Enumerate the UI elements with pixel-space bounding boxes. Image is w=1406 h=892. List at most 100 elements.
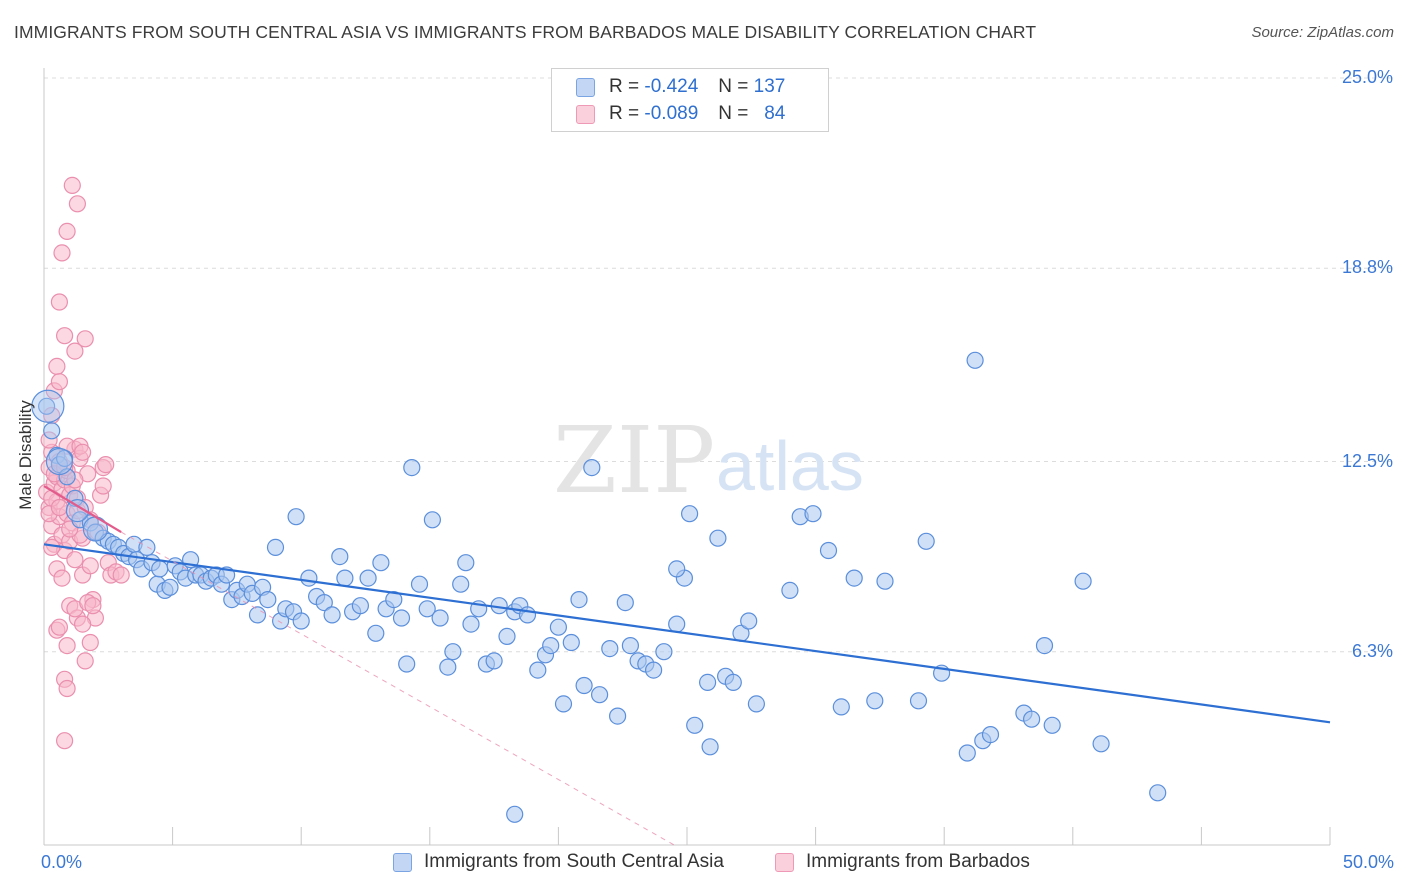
data-point-south-central-asia (621, 636, 640, 655)
data-point-south-central-asia (845, 569, 863, 587)
legend-n-value: 137 (753, 76, 786, 97)
axes (43, 68, 1331, 846)
data-point-south-central-asia (590, 686, 609, 704)
watermark: ZIP atlas (553, 407, 864, 514)
data-point-south-central-asia-large (31, 389, 65, 423)
trendline-south-central-asia (43, 543, 1331, 724)
data-point-south-central-asia (958, 744, 976, 762)
data-point-barbados (84, 597, 102, 615)
data-point-south-central-asia (439, 658, 457, 676)
data-point-barbados (112, 566, 130, 584)
legend-n-value: 84 (764, 103, 786, 124)
data-point-barbados (76, 330, 94, 348)
x-tick-label: 50.0% (1342, 852, 1394, 872)
data-point-south-central-asia (498, 627, 516, 646)
data-point-south-central-asia (917, 532, 935, 550)
bottom-legend-label: Immigrants from Barbados (806, 851, 1030, 872)
data-point-south-central-asia (37, 397, 56, 415)
data-point-south-central-asia (331, 547, 349, 566)
data-point-barbados (66, 551, 84, 569)
data-point-south-central-asia-large (65, 498, 90, 523)
data-point-south-central-asia (608, 707, 627, 725)
data-point-south-central-asia (709, 529, 727, 547)
y-tick-label: 18.8% (1341, 257, 1393, 278)
data-point-south-central-asia (457, 554, 475, 572)
data-point-south-central-asia (266, 538, 285, 557)
data-point-barbados (55, 732, 74, 750)
data-point-south-central-asia (1043, 716, 1061, 734)
chart-title: IMMIGRANTS FROM SOUTH CENTRAL ASIA VS IM… (14, 22, 1037, 42)
y-axis-title: Male Disability (16, 400, 35, 510)
data-point-south-central-asia (58, 468, 76, 486)
data-point-south-central-asia (876, 572, 894, 590)
legend-swatch-blue (393, 852, 412, 872)
data-point-south-central-asia (385, 590, 403, 609)
data-point-south-central-asia (323, 606, 341, 624)
data-point-south-central-asia (518, 606, 537, 624)
data-point-south-central-asia (542, 636, 560, 655)
y-tick-label: 12.5% (1341, 450, 1393, 471)
data-point-south-central-asia (367, 624, 385, 642)
data-point-south-central-asia (259, 590, 277, 609)
data-point-south-central-asia (644, 661, 663, 679)
data-point-barbados (55, 327, 74, 345)
y-tick-label: 6.3% (1351, 640, 1393, 661)
data-point-south-central-asia-large (45, 447, 74, 476)
data-point-south-central-asia (832, 698, 850, 716)
data-point-south-central-asia (616, 593, 634, 612)
bottom-legend-barbados: Immigrants from Barbados (775, 851, 1030, 873)
data-point-south-central-asia (1022, 710, 1041, 728)
data-point-south-central-asia (668, 560, 686, 578)
data-point-south-central-asia (351, 597, 369, 615)
data-point-south-central-asia (485, 652, 503, 670)
data-point-south-central-asia (431, 609, 449, 627)
data-point-south-central-asia (1074, 572, 1092, 590)
data-point-south-central-asia (680, 505, 699, 523)
legend-r-value: -0.089 (644, 103, 699, 124)
data-point-barbados (58, 679, 76, 698)
data-point-south-central-asia (410, 575, 429, 593)
data-point-south-central-asia (909, 692, 928, 710)
data-point-south-central-asia (300, 569, 318, 587)
legend-r-label: R = (609, 76, 640, 97)
source-label: Source: ZipAtlas.com (1251, 24, 1394, 41)
data-point-south-central-asia (292, 612, 310, 630)
data-point-south-central-asia (506, 805, 524, 823)
data-point-south-central-asia (740, 612, 758, 630)
data-point-south-central-asia (138, 538, 156, 557)
data-point-barbados (81, 633, 99, 652)
data-point-south-central-asia (655, 643, 673, 661)
data-point-south-central-asia (1035, 636, 1054, 655)
data-point-south-central-asia (398, 655, 416, 673)
grid-lines (44, 77, 1392, 653)
data-point-south-central-asia (698, 673, 717, 692)
data-point-south-central-asia (529, 661, 547, 679)
data-point-south-central-asia (1092, 735, 1110, 753)
bottom-legend-south-central-asia: Immigrants from South Central Asia (393, 851, 724, 873)
data-point-south-central-asia (686, 716, 704, 734)
y-tick-label: 25.0% (1341, 67, 1393, 87)
data-point-south-central-asia (701, 738, 719, 756)
data-point-south-central-asia (423, 511, 441, 529)
data-point-south-central-asia (562, 633, 580, 652)
data-point-barbados (97, 456, 115, 474)
data-point-south-central-asia (583, 459, 601, 477)
data-point-south-central-asia (981, 725, 1000, 744)
legend-r-label: R = (609, 103, 640, 124)
data-point-south-central-asia (1149, 784, 1167, 802)
data-point-south-central-asia (315, 593, 333, 612)
data-point-barbados (58, 636, 76, 655)
watermark-atlas: atlas (716, 427, 864, 505)
watermark-zip: ZIP (553, 407, 715, 514)
data-point-south-central-asia (575, 676, 593, 695)
data-point-barbados (94, 477, 112, 495)
data-point-south-central-asia (336, 569, 354, 587)
legend-n-label: N = (718, 103, 749, 124)
data-point-south-central-asia (161, 578, 179, 596)
data-point-barbados (68, 195, 87, 213)
data-point-south-central-asia (781, 581, 799, 600)
data-point-south-central-asia (866, 692, 884, 710)
data-point-barbados (50, 498, 69, 517)
data-point-south-central-asia (418, 600, 436, 618)
